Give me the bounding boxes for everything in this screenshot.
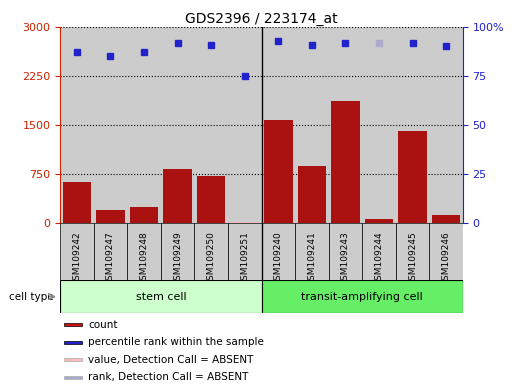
Text: GSM109247: GSM109247 [106, 231, 115, 286]
Text: GSM109249: GSM109249 [173, 231, 182, 286]
Text: GSM109240: GSM109240 [274, 231, 283, 286]
Text: percentile rank within the sample: percentile rank within the sample [88, 337, 264, 348]
Bar [195, 27, 228, 223]
Text: GSM109241: GSM109241 [308, 231, 316, 286]
Text: GSM109246: GSM109246 [441, 231, 451, 286]
Bar [295, 27, 328, 223]
Bar [197, 176, 225, 223]
Bar [262, 280, 463, 313]
Text: value, Detection Call = ABSENT: value, Detection Call = ABSENT [88, 355, 254, 365]
Bar [362, 223, 396, 280]
Bar [398, 131, 427, 223]
Bar [63, 182, 91, 223]
Text: GSM109248: GSM109248 [140, 231, 149, 286]
Text: GSM109250: GSM109250 [207, 231, 215, 286]
Bar [60, 223, 94, 280]
Text: GSM109243: GSM109243 [341, 231, 350, 286]
Bar [64, 341, 82, 344]
Bar [60, 27, 94, 223]
Text: cell type: cell type [9, 291, 54, 302]
Bar [264, 119, 292, 223]
Bar [96, 210, 125, 223]
Bar [298, 166, 326, 223]
Text: count: count [88, 320, 118, 330]
Bar [64, 323, 82, 326]
Bar [396, 27, 429, 223]
Bar [64, 376, 82, 379]
Text: stem cell: stem cell [135, 291, 186, 302]
Bar [328, 223, 362, 280]
Bar [231, 222, 259, 223]
Bar [228, 27, 262, 223]
Bar [195, 223, 228, 280]
Text: GSM109242: GSM109242 [72, 231, 82, 286]
Text: GSM109244: GSM109244 [374, 231, 383, 286]
Bar [130, 207, 158, 223]
Text: rank, Detection Call = ABSENT: rank, Detection Call = ABSENT [88, 372, 249, 382]
Title: GDS2396 / 223174_at: GDS2396 / 223174_at [185, 12, 338, 26]
Text: GSM109251: GSM109251 [240, 231, 249, 286]
Bar [127, 223, 161, 280]
Text: GSM109245: GSM109245 [408, 231, 417, 286]
Bar [262, 27, 295, 223]
Bar [331, 101, 360, 223]
Bar [127, 27, 161, 223]
Bar [161, 223, 195, 280]
Bar [362, 27, 396, 223]
Bar [94, 27, 127, 223]
Bar [328, 27, 362, 223]
Bar [94, 223, 127, 280]
Bar [262, 223, 295, 280]
Bar [432, 215, 460, 223]
Bar [295, 223, 328, 280]
Bar [396, 223, 429, 280]
Bar [365, 220, 393, 223]
Bar [163, 169, 192, 223]
Bar [60, 280, 262, 313]
Bar [161, 27, 195, 223]
Bar [429, 27, 463, 223]
Bar [64, 358, 82, 361]
Text: transit-amplifying cell: transit-amplifying cell [301, 291, 423, 302]
Bar [228, 223, 262, 280]
Bar [429, 223, 463, 280]
